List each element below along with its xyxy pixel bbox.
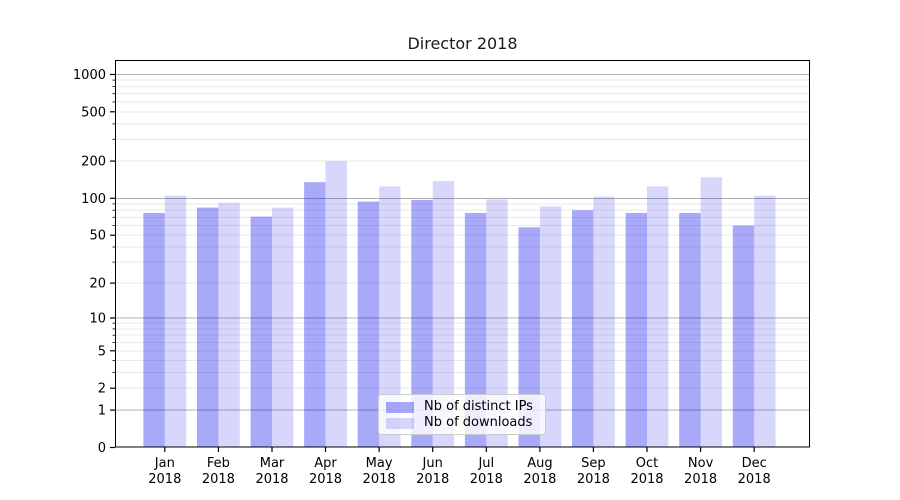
x-tick-label-month: Jun [422,456,443,471]
legend-label-distinct-ips: Nb of distinct IPs [424,399,533,414]
bar-distinct-ips-nov [679,213,701,448]
y-tick-label: 500 [81,105,106,120]
x-tick-label-year: 2018 [202,472,235,487]
x-tick-label-year: 2018 [630,472,663,487]
y-tick-label: 10 [89,312,106,327]
y-tick-label: 1 [98,404,106,419]
x-tick-label-year: 2018 [148,472,181,487]
x-tick-label-month: Jan [154,456,175,471]
bar-downloads-aug [539,206,562,448]
x-tick-label-year: 2018 [738,472,771,487]
bar-downloads-jun [432,181,455,448]
legend-label-downloads: Nb of downloads [424,415,533,430]
bar-downloads-nov [700,177,722,448]
bar-distinct-ips-aug [518,227,540,448]
x-tick-label-month: Nov [688,456,714,471]
bar-downloads-may [379,186,401,448]
bar-distinct-ips-feb [197,207,219,448]
bar-distinct-ips-jul [464,213,487,448]
bar-downloads-dec [754,195,776,448]
x-tick-label-month: Mar [260,456,285,471]
y-tick-label: 5 [98,344,106,359]
bar-distinct-ips-sep [572,210,594,448]
bar-downloads-apr [325,161,347,448]
x-tick-label-year: 2018 [470,472,503,487]
x-tick-label-year: 2018 [416,472,449,487]
legend: Nb of distinct IPs Nb of downloads [378,394,546,435]
legend-entry-distinct-ips: Nb of distinct IPs [386,399,537,415]
y-tick-label: 200 [81,155,106,170]
bar-downloads-jan [164,195,187,448]
bar-downloads-oct [647,186,669,448]
x-tick-label-month: Dec [742,456,767,471]
legend-swatch-distinct-ips [386,401,414,413]
bar-distinct-ips-oct [625,213,647,448]
x-tick-label-year: 2018 [255,472,288,487]
bar-downloads-jul [486,199,508,448]
y-tick-label: 0 [98,441,106,456]
x-tick-label-month: Jul [477,456,494,471]
x-tick-label-year: 2018 [684,472,717,487]
x-tick-label-year: 2018 [363,472,396,487]
x-tick-label-year: 2018 [577,472,610,487]
bar-downloads-feb [218,202,240,448]
y-tick-label: 1000 [73,68,106,83]
bar-distinct-ips-apr [304,182,326,448]
x-tick-label-month: Sep [581,456,606,471]
x-tick-label-year: 2018 [309,472,342,487]
bar-distinct-ips-mar [250,216,272,448]
chart-title: Director 2018 [407,34,518,53]
legend-entry-downloads: Nb of downloads [386,415,537,431]
bar-distinct-ips-jun [411,199,433,448]
y-tick-label: 50 [89,229,106,244]
bar-downloads-sep [593,196,615,448]
y-tick-label: 20 [89,277,106,292]
y-tick-label: 100 [81,192,106,207]
x-tick-label-month: Apr [314,456,337,471]
bar-distinct-ips-may [357,201,380,448]
x-tick-label-month: Aug [527,456,552,471]
bar-distinct-ips-dec [732,225,755,448]
x-tick-label-year: 2018 [523,472,556,487]
x-tick-label-month: Feb [207,456,230,471]
x-tick-label-month: Oct [636,456,658,471]
x-tick-label-month: May [366,456,393,471]
y-tick-label: 2 [98,382,106,397]
legend-swatch-downloads [386,417,414,429]
bar-distinct-ips-jan [143,213,165,448]
bar-downloads-mar [272,207,294,448]
plot-border [114,59,811,448]
